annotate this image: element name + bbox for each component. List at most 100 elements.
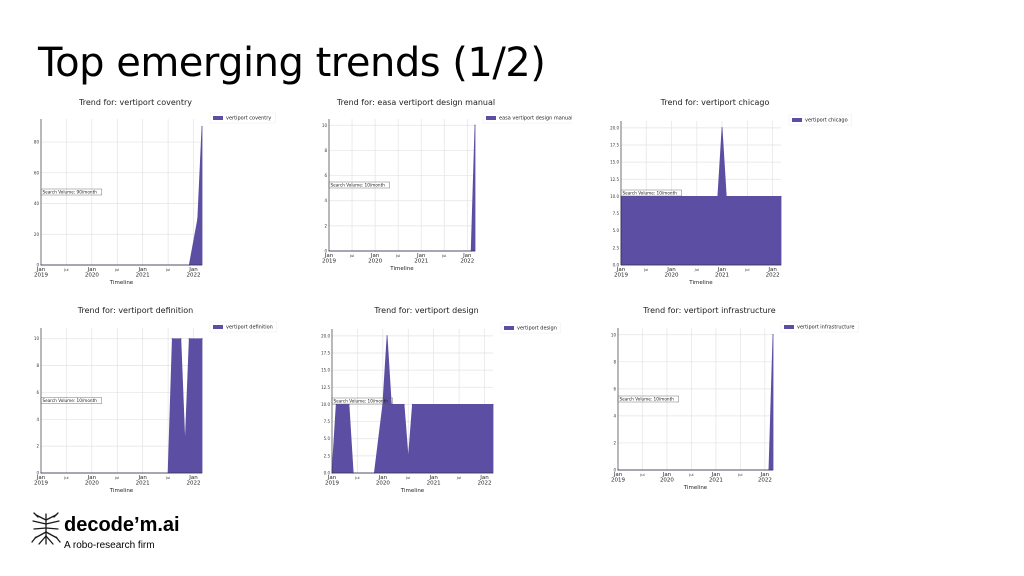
x-tick-label: Jan 2020 bbox=[660, 472, 674, 484]
brand-footer: decode’m.ai A robo-research firm bbox=[30, 512, 230, 562]
legend-label: vertiport definition bbox=[226, 325, 273, 331]
x-tick-label: Jul bbox=[405, 476, 410, 480]
legend-box bbox=[500, 322, 562, 334]
x-tick-label: Jan 2019 bbox=[34, 475, 48, 487]
y-tick-label: 17.5 bbox=[610, 143, 619, 148]
data-point bbox=[171, 338, 173, 340]
x-tick-label: Jul bbox=[395, 254, 400, 258]
data-point bbox=[403, 403, 405, 406]
y-tick-label: 10.0 bbox=[321, 402, 330, 407]
x-tick-label: Jul bbox=[744, 268, 749, 272]
y-tick-label: 4 bbox=[324, 198, 327, 203]
y-tick-label: 80 bbox=[34, 140, 40, 145]
data-point bbox=[201, 126, 203, 128]
x-tick-label: Jul bbox=[441, 254, 446, 258]
trend-chart: Trend for: vertiport coventry 0 20 40 60 80 Ja… bbox=[34, 98, 276, 286]
y-tick-label: 60 bbox=[34, 170, 40, 175]
y-tick-label: 2 bbox=[36, 444, 39, 449]
data-point bbox=[721, 127, 723, 129]
chart-title: Trend for: vertiport chicago bbox=[660, 98, 770, 107]
x-tick-label: Jul bbox=[688, 473, 693, 477]
data-point bbox=[717, 195, 719, 198]
y-tick-label: 7.5 bbox=[324, 419, 331, 424]
search-volume-label: Search Volume: 10/month bbox=[331, 183, 386, 188]
trend-area bbox=[41, 338, 203, 474]
x-tick-label: Jan 2019 bbox=[325, 475, 339, 487]
y-tick-label: 0 bbox=[36, 263, 39, 268]
x-tick-label: Jan 2022 bbox=[758, 472, 772, 484]
legend-label: easa vertiport design manual bbox=[499, 116, 572, 122]
legend-swatch bbox=[213, 325, 223, 329]
y-tick-label: 0 bbox=[324, 249, 327, 254]
legend-swatch bbox=[792, 118, 802, 122]
x-axis-label: Timeline bbox=[688, 280, 713, 286]
data-point bbox=[772, 334, 774, 336]
data-point bbox=[780, 195, 782, 198]
brand-name: decode’m.ai bbox=[64, 514, 180, 536]
y-tick-label: 6 bbox=[324, 173, 327, 178]
data-point bbox=[386, 335, 388, 337]
legend-box bbox=[209, 321, 278, 333]
y-tick-label: 2.5 bbox=[613, 245, 620, 250]
legend-swatch bbox=[486, 116, 496, 120]
data-point bbox=[184, 445, 186, 447]
data-point bbox=[180, 338, 182, 340]
x-tick-label: Jan 2020 bbox=[85, 267, 99, 279]
trend-area bbox=[331, 335, 494, 474]
trend-area bbox=[41, 126, 203, 266]
search-volume-label: Search Volume: 10/month bbox=[334, 399, 389, 404]
search-volume-label: Search Volume: 10/month bbox=[620, 397, 675, 402]
y-tick-label: 4 bbox=[36, 417, 39, 422]
x-tick-label: Jan 2021 bbox=[709, 472, 723, 484]
y-tick-label: 2 bbox=[324, 223, 327, 228]
x-tick-label: Jan 2019 bbox=[614, 267, 628, 279]
y-tick-label: 12.5 bbox=[610, 177, 619, 182]
x-tick-label: Jul bbox=[694, 268, 699, 272]
slide-title: Top emerging trends (1/2) bbox=[38, 40, 546, 86]
annotation-box bbox=[617, 395, 679, 403]
annotation-box bbox=[40, 397, 102, 404]
legend-box bbox=[788, 114, 852, 126]
x-axis-label: Timeline bbox=[400, 488, 425, 494]
y-tick-label: 20 bbox=[34, 232, 40, 237]
y-tick-label: 6 bbox=[36, 390, 39, 395]
data-point bbox=[492, 403, 494, 406]
x-tick-label: Jan 2022 bbox=[187, 267, 201, 279]
x-axis-label: Timeline bbox=[389, 266, 414, 272]
y-tick-label: 10.0 bbox=[610, 194, 619, 199]
y-tick-label: 17.5 bbox=[321, 351, 330, 356]
x-tick-label: Jan 2021 bbox=[427, 475, 441, 487]
trend-chart: Trend for: vertiport definition 0 2 4 6 8 10 Ja… bbox=[34, 306, 278, 494]
x-tick-label: Jul bbox=[456, 476, 461, 480]
brand-tagline: A robo-research firm bbox=[64, 540, 155, 551]
x-tick-label: Jul bbox=[63, 268, 68, 272]
x-tick-label: Jul bbox=[165, 268, 170, 272]
x-tick-label: Jan 2022 bbox=[187, 475, 201, 487]
legend-swatch bbox=[213, 116, 223, 120]
chart-title: Trend for: vertiport definition bbox=[77, 306, 193, 315]
x-tick-label: Jan 2021 bbox=[136, 267, 150, 279]
data-point bbox=[474, 124, 476, 126]
x-tick-label: Jan 2022 bbox=[460, 253, 474, 265]
x-tick-label: Jul bbox=[639, 473, 644, 477]
x-tick-label: Jul bbox=[643, 268, 648, 272]
legend-label: vertiport design bbox=[517, 326, 557, 332]
y-tick-label: 10 bbox=[34, 336, 40, 341]
data-point bbox=[411, 403, 414, 406]
legend-label: vertiport coventry bbox=[226, 116, 271, 122]
y-tick-label: 7.5 bbox=[613, 211, 620, 216]
x-tick-label: Jan 2020 bbox=[368, 253, 382, 265]
trend-area bbox=[620, 127, 782, 266]
chart-title: Trend for: vertiport design bbox=[373, 306, 478, 315]
chart-title: Trend for: vertiport infrastructure bbox=[642, 306, 775, 315]
y-tick-label: 8 bbox=[36, 363, 39, 368]
x-tick-label: Jan 2019 bbox=[322, 253, 336, 265]
legend-swatch bbox=[504, 326, 514, 330]
y-tick-label: 4 bbox=[613, 413, 616, 418]
y-tick-label: 0.0 bbox=[613, 263, 620, 268]
x-tick-label: Jan 2020 bbox=[85, 475, 99, 487]
y-tick-label: 15.0 bbox=[610, 160, 619, 165]
legend-label: vertiport chicago bbox=[805, 118, 848, 124]
data-point bbox=[197, 218, 199, 220]
search-volume-label: Search Volume: 10/month bbox=[623, 191, 678, 196]
